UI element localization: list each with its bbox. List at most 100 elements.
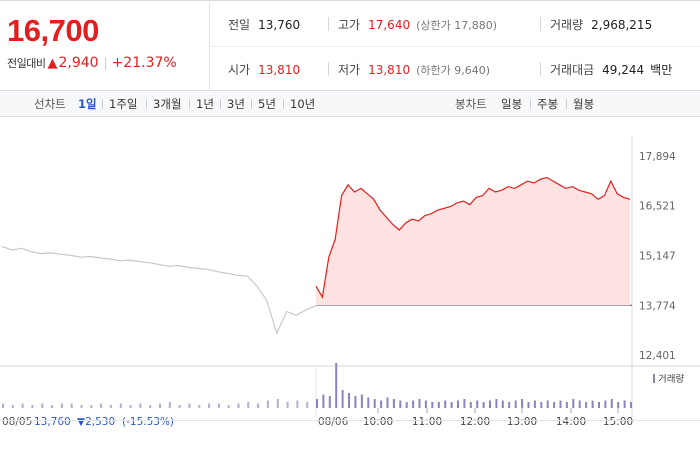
volume-bar [450,402,453,408]
volume-bar [341,390,344,408]
volume-bar [367,397,370,408]
divider [211,46,700,47]
volume-bar [463,399,466,408]
x-date-label-today: 08/06 [318,416,349,428]
volume-bar [623,400,626,408]
volume-bar [399,400,402,408]
volume-bar [540,402,543,408]
volume-bar [591,400,594,408]
stat-value: 13,760 [258,18,301,32]
volume-bar [412,400,415,408]
up-arrow-icon: ▲ [47,55,58,71]
x-tick-label: 12:00 [460,416,490,428]
chart-tab-bar: 선차트 1일 1주일 3개월 1년 3년 5년 10년 봉차트 일봉 주봉 월봉 [0,91,700,117]
volume-bar [424,400,427,408]
volume-bar [585,402,588,408]
stat-value: 49,244 [602,63,645,77]
x-date-label-prev: 08/05 [2,416,32,428]
line-chart-label: 선차트 [34,97,66,111]
stat-sub: (상한가 17,880) [416,19,498,32]
x-tick-label: 13:00 [507,416,537,428]
stat-amount: 거래대금 49,244 백만 [550,61,672,78]
stat-open: 시가 13,810 [228,61,300,78]
tab-3-years[interactable]: 3년 [227,97,245,111]
change-value: 2,940 [58,55,99,71]
volume-bar [119,403,122,408]
tab-weekly-candle[interactable]: 주봉 [537,97,559,111]
tab-10-years[interactable]: 10년 [290,97,316,111]
stat-value: 13,810 [368,63,411,77]
tab-5-years[interactable]: 5년 [258,97,276,111]
volume-bar [335,363,338,408]
prev-change-label: ▼2,530 [77,416,115,428]
prev-change-pct-label: (-15.53%) [122,416,174,428]
volume-bar [553,402,556,408]
volume-bar [630,402,632,408]
volume-bar [380,400,383,408]
stat-label: 전일 [228,18,251,32]
volume-bar [598,402,600,408]
stat-label: 고가 [338,18,361,32]
volume-bar [237,403,240,408]
volume-bar [437,402,440,408]
volume-bar [129,405,132,408]
stat-value: 2,968,215 [591,18,653,32]
today-area-fill [316,177,630,306]
volume-bar [572,399,575,408]
volume-bar [354,396,357,408]
divider [283,99,284,109]
volume-bar [31,405,34,408]
stat-low: 저가 13,810 (하한가 9,640) [338,61,490,78]
tab-1-day[interactable]: 1일 [78,97,97,111]
x-tick-label: 10:00 [363,416,393,428]
divider [566,99,567,109]
volume-bar [70,403,73,408]
volume-bar [217,403,220,408]
volume-bar [168,402,171,408]
volume-bar [348,393,350,408]
y-tick-label: 12,401 [639,350,676,362]
y-tick-label: 15,147 [639,251,676,263]
volume-bar [198,405,201,408]
tab-1-week[interactable]: 1주일 [109,97,138,111]
volume-bar [316,399,318,408]
divider [0,420,700,421]
volume-bar [51,405,54,408]
volume-bar [100,403,103,408]
volume-bar [247,402,250,408]
volume-bar [109,405,112,408]
volume-bar [328,396,331,408]
volume-bar [188,403,191,408]
divider [530,99,531,109]
divider [328,17,329,31]
tab-daily-candle[interactable]: 일봉 [501,97,523,111]
volume-bar [90,405,93,408]
stat-volume: 거래량 2,968,215 [550,16,652,33]
tab-1-year[interactable]: 1년 [196,97,214,111]
stat-sub: (하한가 9,640) [416,64,491,77]
stat-high: 고가 17,640 (상한가 17,880) [338,16,497,33]
tab-3-months[interactable]: 3개월 [153,97,182,111]
y-tick-label: 16,521 [639,201,676,213]
quote-header: 16,700 전일대비 ▲ 2,940 +21.37% 전일 13,760 고가… [0,0,700,91]
volume-bar [559,400,562,408]
volume-bar [41,403,44,408]
stat-prev-close: 전일 13,760 [228,16,300,33]
volume-bar [405,402,408,408]
stat-label: 거래량 [550,18,584,32]
volume-bar [149,405,152,408]
y-tick-label: 17,894 [639,151,676,163]
change-label: 전일대비 [7,57,46,70]
volume-bar [139,403,142,408]
volume-bar [604,400,607,408]
volume-bar [386,397,389,408]
volume-bar [578,400,581,408]
volume-bar [80,405,83,408]
volume-bar [476,400,479,408]
volume-bar [296,400,299,408]
volume-bar [617,402,620,408]
divider [102,99,103,109]
tab-monthly-candle[interactable]: 월봉 [573,97,595,111]
stat-label: 거래대금 [550,63,595,77]
